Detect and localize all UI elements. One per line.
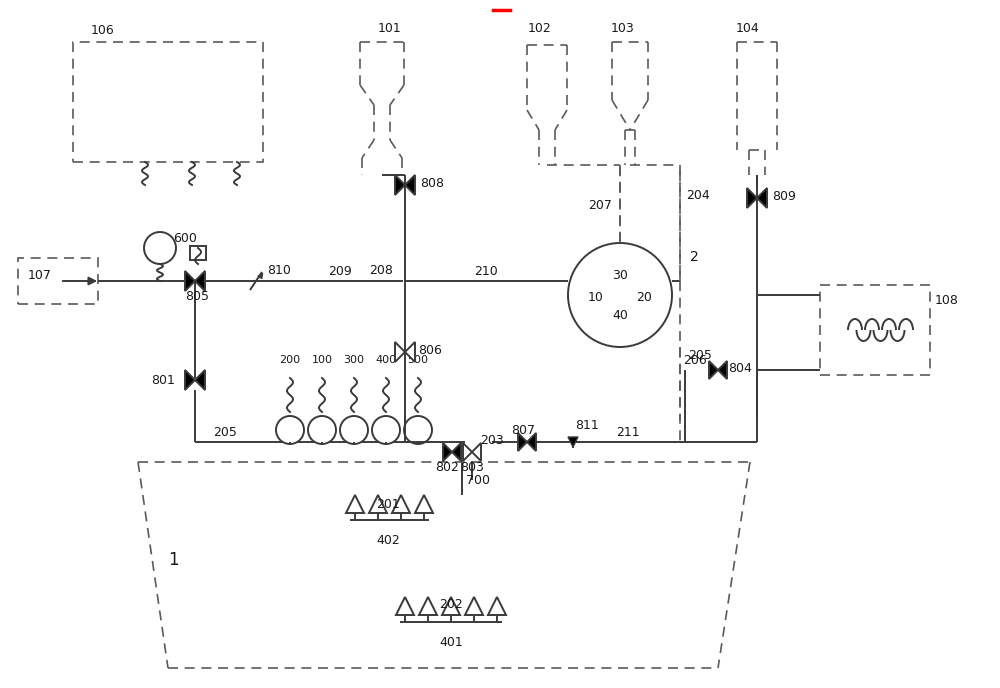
Text: 101: 101 [378,21,402,34]
Text: 700: 700 [466,473,490,486]
Circle shape [372,416,400,444]
Text: 210: 210 [474,264,498,277]
Polygon shape [442,597,460,615]
Text: 108: 108 [935,294,959,306]
Text: 500: 500 [408,355,429,365]
Circle shape [308,416,336,444]
Polygon shape [346,495,364,513]
Text: 211: 211 [616,425,640,438]
Text: 20: 20 [636,290,652,303]
Text: 40: 40 [612,308,628,321]
Text: 809: 809 [772,189,796,202]
Text: 201: 201 [376,497,400,510]
Text: 806: 806 [418,343,442,356]
Polygon shape [415,495,433,513]
Polygon shape [465,597,483,615]
Text: 804: 804 [728,361,752,374]
Text: 209: 209 [328,264,352,277]
Text: 400: 400 [375,355,397,365]
Text: 401: 401 [439,636,463,649]
Text: 2: 2 [690,250,699,264]
Text: 203: 203 [480,433,504,447]
Polygon shape [369,495,387,513]
Polygon shape [709,361,718,379]
Text: 1: 1 [168,551,179,569]
Polygon shape [527,433,536,451]
Bar [155,245,165,253]
Bar [820,285,930,375]
Bar [18,258,98,304]
Text: 205: 205 [213,425,237,438]
Text: 30: 30 [612,268,628,281]
Polygon shape [747,188,757,208]
Polygon shape [518,433,527,451]
Text: 208: 208 [369,264,393,277]
Text: 801: 801 [151,374,175,387]
Text: 807: 807 [511,424,535,436]
Polygon shape [757,188,767,208]
Text: 100: 100 [312,355,333,365]
Polygon shape [405,342,415,362]
Polygon shape [419,597,437,615]
Circle shape [144,232,176,264]
Circle shape [404,416,432,444]
Polygon shape [395,342,405,362]
Polygon shape [395,175,405,195]
Text: 206: 206 [683,354,707,367]
Polygon shape [443,443,452,461]
Circle shape [276,416,304,444]
Text: 810: 810 [267,264,291,277]
Polygon shape [405,175,415,195]
Polygon shape [195,271,205,291]
Polygon shape [185,271,195,291]
Circle shape [568,243,672,347]
Text: 102: 102 [528,21,552,34]
Text: 202: 202 [439,599,463,612]
Polygon shape [463,443,472,461]
Polygon shape [472,443,481,461]
Polygon shape [396,597,414,615]
Text: 103: 103 [611,21,635,34]
Polygon shape [452,443,461,461]
Text: 300: 300 [344,355,365,365]
Text: 200: 200 [279,355,301,365]
Circle shape [340,416,368,444]
Text: 205: 205 [688,349,712,361]
Text: 803: 803 [460,460,484,473]
Polygon shape [185,370,195,390]
Polygon shape [392,495,410,513]
Text: 10: 10 [588,290,604,303]
Text: 805: 805 [185,290,209,303]
Text: 204: 204 [686,189,710,202]
Text: 104: 104 [736,21,760,34]
Bar [190,246,206,260]
Text: 600: 600 [173,231,197,244]
Text: 107: 107 [28,268,52,281]
Polygon shape [488,597,506,615]
Text: 808: 808 [420,177,444,189]
Polygon shape [568,437,578,447]
Text: 811: 811 [575,418,599,431]
Polygon shape [195,370,205,390]
Bar [73,42,263,162]
Text: 802: 802 [435,460,459,473]
Text: 402: 402 [376,533,400,546]
Polygon shape [718,361,727,379]
Text: 207: 207 [588,199,612,211]
Text: 106: 106 [91,23,115,36]
